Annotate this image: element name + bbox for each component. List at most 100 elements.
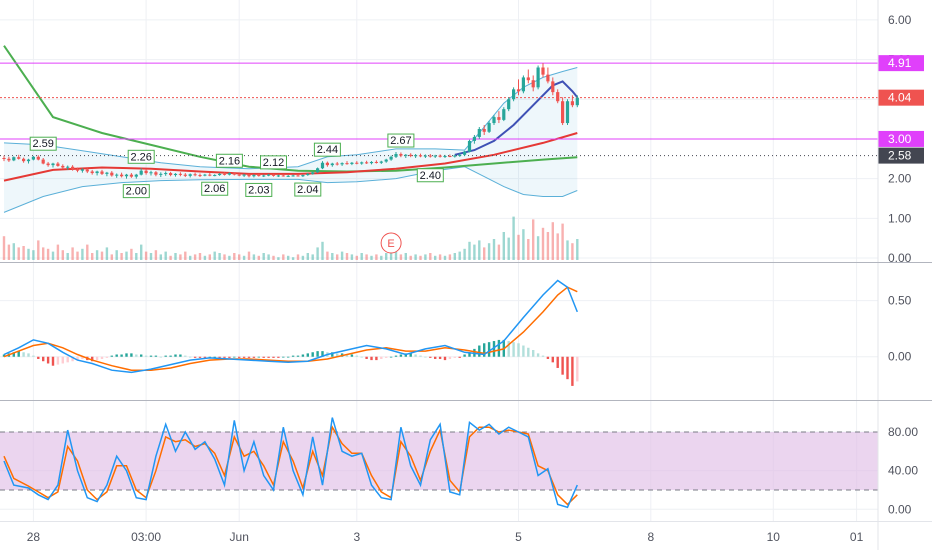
x-axis-tick-label: 3 bbox=[353, 530, 360, 544]
volume-bar bbox=[546, 232, 550, 260]
annotation-label: 2.04 bbox=[297, 184, 318, 196]
candle-body bbox=[80, 169, 84, 171]
macd-histogram-bar bbox=[267, 356, 270, 358]
candle-body bbox=[281, 175, 285, 177]
macd-histogram-bar bbox=[179, 354, 182, 357]
volume-bar bbox=[522, 229, 525, 260]
candle-body bbox=[516, 89, 521, 92]
moving-average-green bbox=[3, 45, 578, 173]
volume-bar bbox=[532, 219, 535, 260]
candle-body bbox=[115, 174, 119, 176]
macd-histogram-bar bbox=[541, 355, 545, 357]
candle-body bbox=[565, 101, 570, 124]
volume-bar bbox=[551, 222, 554, 260]
candle-body bbox=[95, 171, 99, 174]
macd-histogram-bar bbox=[336, 353, 339, 357]
macd-histogram-bar bbox=[223, 356, 226, 358]
volume-bar bbox=[228, 255, 231, 260]
stochastic-band bbox=[0, 432, 878, 490]
candle-body bbox=[472, 136, 476, 141]
volume-bar bbox=[453, 253, 456, 260]
candle-body bbox=[350, 162, 354, 164]
macd-histogram-bar bbox=[385, 356, 388, 358]
macd-histogram-bar bbox=[399, 354, 403, 357]
macd-histogram-bar bbox=[130, 353, 133, 357]
volume-bar bbox=[350, 254, 354, 260]
macd-signal-line bbox=[3, 286, 578, 371]
price-annotation: 2.03 bbox=[245, 182, 273, 197]
volume-bar bbox=[321, 241, 324, 260]
volume-bar bbox=[536, 236, 540, 260]
volume-bar bbox=[179, 254, 182, 260]
macd-histogram-bar bbox=[316, 351, 319, 357]
volume-bar bbox=[22, 246, 25, 260]
annotation-label: 2.40 bbox=[420, 170, 441, 182]
candle-body bbox=[252, 175, 256, 177]
volume-bar bbox=[473, 244, 476, 260]
x-axis-tick-label: 8 bbox=[647, 530, 654, 544]
price-axis-tick-label: 2.00 bbox=[888, 172, 912, 186]
macd-axis-tick-label: 0.00 bbox=[888, 350, 912, 364]
volume-bar bbox=[399, 254, 403, 260]
annotation-label: 2.26 bbox=[130, 151, 151, 163]
macd-histogram-bar bbox=[110, 355, 113, 357]
volume-bar bbox=[394, 251, 398, 260]
macd-histogram-bar bbox=[546, 356, 550, 359]
macd-histogram-bar bbox=[149, 355, 153, 357]
macd-histogram-bar bbox=[458, 356, 461, 358]
annotation-box bbox=[313, 142, 341, 157]
candle-body bbox=[257, 175, 261, 177]
volume-bar bbox=[365, 254, 368, 260]
macd-histogram-bar bbox=[429, 356, 432, 358]
macd-histogram-bar bbox=[189, 356, 192, 358]
macd-histogram-bar bbox=[561, 356, 564, 375]
candle-body bbox=[335, 163, 339, 165]
volume-bar bbox=[306, 253, 309, 260]
annotation-box bbox=[127, 149, 155, 164]
macd-histogram-bar bbox=[409, 353, 412, 357]
candle-body bbox=[164, 173, 168, 175]
volume-bar bbox=[46, 248, 50, 260]
candle-body bbox=[570, 101, 574, 106]
volume-bar bbox=[37, 240, 40, 260]
candle-body bbox=[311, 172, 315, 174]
macd-histogram-bar bbox=[81, 356, 84, 359]
candle-body bbox=[512, 89, 516, 100]
volume-bar bbox=[576, 239, 579, 260]
candle-body bbox=[276, 175, 280, 177]
volume-bar bbox=[336, 254, 339, 260]
volume-bar bbox=[345, 253, 349, 260]
volume-bar bbox=[66, 253, 69, 260]
volume-bar bbox=[189, 255, 192, 260]
volume-bar bbox=[438, 254, 442, 260]
stochastic-axis-tick-label: 40.00 bbox=[888, 464, 918, 478]
macd-histogram-bar bbox=[37, 356, 40, 359]
volume-bar bbox=[135, 253, 138, 260]
volume-bar bbox=[483, 247, 486, 260]
candle-body bbox=[521, 77, 525, 92]
macd-histogram-bar bbox=[551, 356, 554, 363]
candle-body bbox=[360, 162, 364, 164]
volume-bar bbox=[331, 253, 334, 260]
candle-body bbox=[31, 156, 35, 160]
price-annotation: 2.04 bbox=[294, 182, 322, 197]
volume-bar bbox=[414, 254, 417, 260]
volume-bar bbox=[404, 253, 407, 260]
candle-body bbox=[551, 81, 555, 93]
price-annotation: 2.26 bbox=[127, 149, 155, 164]
candle-body bbox=[428, 155, 432, 157]
candle-body bbox=[448, 156, 452, 158]
candle-body bbox=[237, 174, 241, 176]
x-axis-tick-label: 5 bbox=[515, 530, 522, 544]
candle-body bbox=[316, 168, 320, 173]
candle-body bbox=[320, 162, 325, 169]
annotation-label: 2.03 bbox=[248, 184, 269, 196]
annotation-box bbox=[29, 136, 57, 151]
volume-bar bbox=[370, 255, 373, 260]
candle-body bbox=[90, 171, 94, 174]
price-tag-box bbox=[878, 147, 924, 164]
candle-body bbox=[46, 163, 50, 166]
candle-body bbox=[507, 99, 511, 110]
candle-body bbox=[12, 157, 16, 161]
macd-histogram-bar bbox=[424, 356, 427, 358]
